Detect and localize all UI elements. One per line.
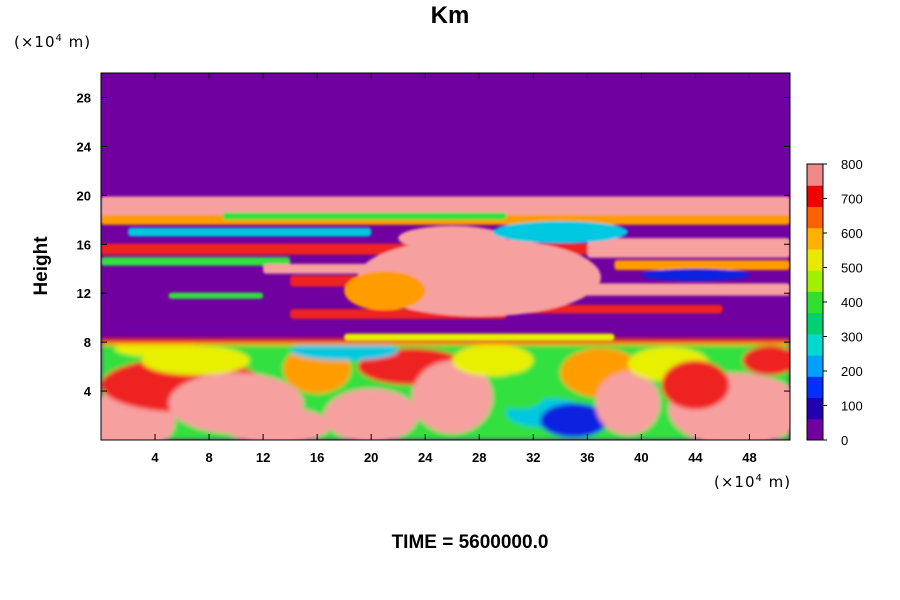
colorbar: 0 100 200 300 400 500 600 700 800 [806, 157, 863, 448]
colorbar-tick-label: 500 [841, 261, 863, 276]
boundary-layer [101, 338, 790, 440]
heatmap-field [101, 73, 790, 440]
colorbar-tick-label: 800 [841, 157, 863, 172]
y-tick-label: 28 [77, 90, 91, 105]
x-axis: 4 8 12 16 20 24 28 32 36 40 44 48 [151, 73, 757, 465]
y-tick-label: 16 [77, 237, 91, 252]
colorbar-tick-label: 400 [841, 295, 863, 310]
x-axis-unit: (×104 m) [714, 473, 792, 491]
colorbar-swatch [807, 333, 823, 356]
colorbar-swatch [807, 185, 823, 207]
colorbar-tick-label: 700 [841, 192, 863, 207]
x-tick-label: 48 [742, 450, 756, 465]
x-tick-label: 20 [364, 450, 378, 465]
y-tick-label: 8 [84, 335, 91, 350]
colorbar-swatch [807, 164, 823, 186]
x-tick-label: 12 [256, 450, 270, 465]
x-tick-label: 24 [418, 450, 433, 465]
plot-frame [100, 72, 791, 441]
colorbar-swatch [807, 418, 823, 441]
x-tick-label: 28 [472, 450, 486, 465]
x-tick-label: 36 [580, 450, 594, 465]
colorbar-tick-label: 200 [841, 364, 863, 379]
y-tick-label: 24 [77, 139, 92, 154]
colorbar-tick-label: 0 [841, 433, 848, 448]
colorbar-swatch [807, 227, 823, 250]
colorbar-swatch [807, 248, 823, 271]
y-axis: 4 8 12 16 20 24 28 [77, 90, 790, 399]
y-tick-label: 4 [84, 384, 92, 399]
x-tick-label: 16 [310, 450, 324, 465]
x-tick-label: 32 [526, 450, 540, 465]
colorbar-tick-label: 300 [841, 330, 863, 345]
upper-layers [101, 196, 790, 341]
colorbar-swatch [807, 376, 823, 399]
y-tick-label: 20 [77, 188, 91, 203]
colorbar-swatch [807, 355, 823, 377]
x-tick-label: 4 [151, 450, 159, 465]
colorbar-swatch [807, 270, 823, 292]
time-label: TIME = 5600000.0 [391, 532, 549, 553]
colorbar-tick-label: 600 [841, 226, 863, 241]
colorbar-swatch [807, 312, 823, 335]
x-tick-label: 8 [205, 450, 212, 465]
x-tick-label: 40 [634, 450, 648, 465]
y-axis-unit: (×104 m) [14, 33, 92, 51]
x-tick-label: 44 [688, 450, 703, 465]
chart-title: Km [430, 2, 470, 29]
colorbar-swatch [807, 206, 823, 229]
colorbar-swatch [807, 397, 823, 420]
colorbar-tick-label: 100 [841, 399, 863, 414]
y-tick-label: 12 [77, 286, 91, 301]
colorbar-swatch [807, 291, 823, 314]
